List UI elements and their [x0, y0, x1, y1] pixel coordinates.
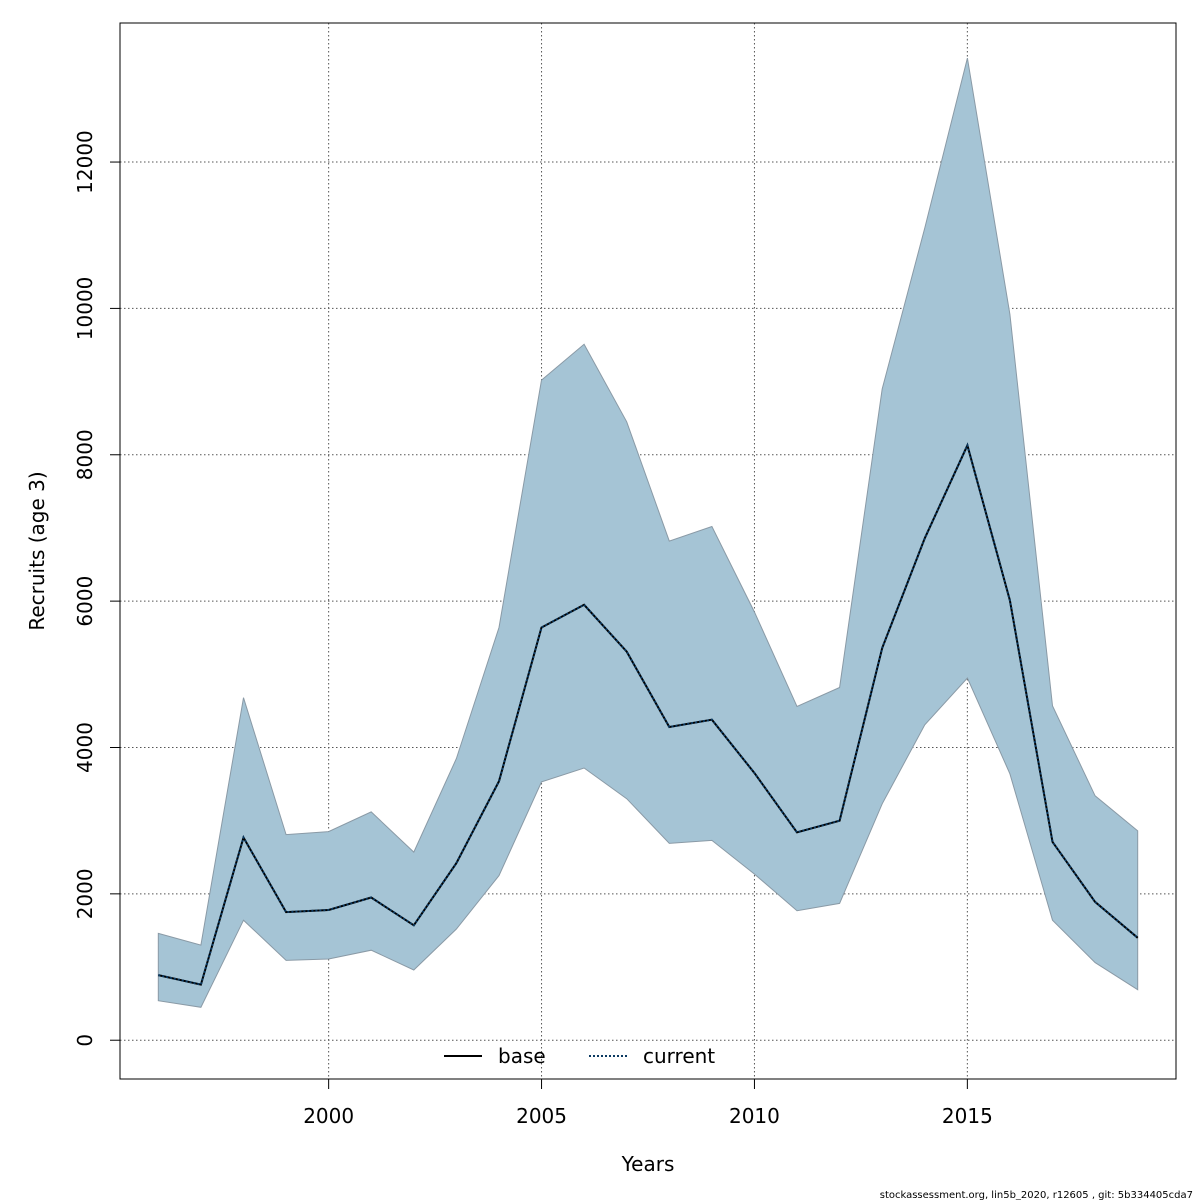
y-tick-label-4000: 4000: [73, 722, 97, 773]
x-tick-label-2000: 2000: [303, 1104, 354, 1128]
y-axis: 0 2000 4000 6000 8000 10000 12000: [73, 130, 121, 1047]
legend-label-current: current: [643, 1044, 715, 1068]
x-tick-label-2015: 2015: [942, 1104, 993, 1128]
y-tick-label-0: 0: [73, 1034, 97, 1047]
y-tick-label-6000: 6000: [73, 576, 97, 627]
x-tick-label-2005: 2005: [516, 1104, 567, 1128]
footer-note: stockassessment.org, lin5b_2020, r12605 …: [880, 1190, 1193, 1200]
x-axis-title: Years: [621, 1152, 675, 1176]
x-axis: 2000 2005 2010 2015: [303, 1078, 993, 1128]
y-tick-label-12000: 12000: [73, 130, 97, 194]
y-axis-title: Recruits (age 3): [25, 471, 49, 630]
x-tick-label-2010: 2010: [729, 1104, 780, 1128]
y-tick-label-8000: 8000: [73, 429, 97, 480]
confidence-band: [157, 57, 1139, 1008]
legend: base current: [444, 1044, 715, 1068]
legend-label-base: base: [498, 1044, 546, 1068]
series-lines: [158, 442, 1139, 986]
series-line-base: [158, 442, 1139, 986]
y-tick-label-2000: 2000: [73, 868, 97, 919]
y-tick-label-10000: 10000: [73, 277, 97, 341]
